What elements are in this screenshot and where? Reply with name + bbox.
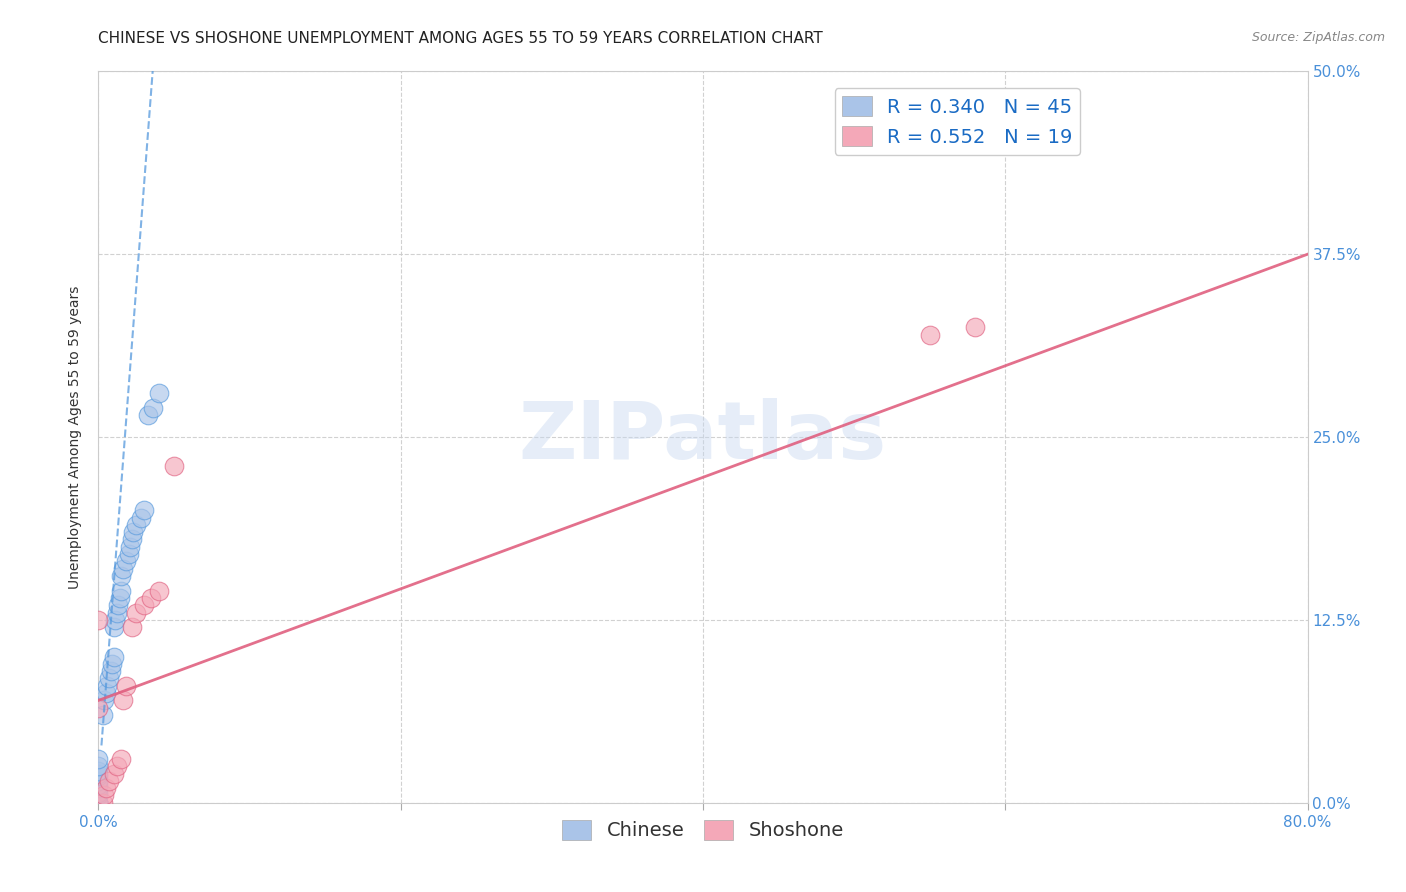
Point (93, 789, 115, 803)
Point (114, 679, 136, 693)
Point (108, 591, 131, 605)
Point (101, 657, 124, 671)
Point (121, 620, 143, 634)
Point (125, 517, 148, 532)
Point (87, 613, 110, 627)
Point (918, 327, 941, 342)
Point (98, 672, 121, 686)
Point (118, 547, 141, 561)
Point (87, 796, 110, 810)
Point (87, 766, 110, 780)
Point (87, 769, 110, 783)
Point (103, 766, 125, 780)
Text: Source: ZipAtlas.com: Source: ZipAtlas.com (1251, 31, 1385, 45)
Point (103, 649, 125, 664)
Point (136, 408, 159, 422)
Point (142, 401, 165, 415)
Point (100, 664, 122, 678)
Point (87, 759, 110, 773)
Point (132, 599, 155, 613)
Point (91, 708, 114, 723)
Point (129, 510, 152, 524)
Point (87, 700, 110, 714)
Point (110, 583, 132, 598)
Point (87, 796, 110, 810)
Point (87, 786, 110, 800)
Text: CHINESE VS SHOSHONE UNEMPLOYMENT AMONG AGES 55 TO 59 YEARS CORRELATION CHART: CHINESE VS SHOSHONE UNEMPLOYMENT AMONG A… (98, 31, 823, 46)
Point (93, 693, 115, 707)
Point (94, 781, 117, 796)
Point (965, 320, 987, 334)
Point (87, 796, 110, 810)
Point (87, 796, 110, 810)
Text: ZIPatlas: ZIPatlas (519, 398, 887, 476)
Point (122, 525, 145, 540)
Point (87, 796, 110, 810)
Point (110, 752, 132, 766)
Point (87, 796, 110, 810)
Point (114, 554, 136, 568)
Point (98, 773, 121, 788)
Point (87, 781, 110, 796)
Point (91, 796, 114, 810)
Point (87, 778, 110, 792)
Point (110, 569, 132, 583)
Point (94, 686, 117, 700)
Point (141, 591, 163, 605)
Point (87, 752, 110, 766)
Point (163, 459, 186, 474)
Point (87, 789, 110, 803)
Legend: Chinese, Shoshone: Chinese, Shoshone (554, 812, 852, 848)
Point (132, 503, 155, 517)
Point (104, 613, 127, 627)
Point (87, 796, 110, 810)
Point (111, 562, 134, 576)
Point (87, 796, 110, 810)
Point (105, 759, 128, 773)
Point (121, 533, 143, 547)
Point (103, 620, 125, 634)
Point (107, 599, 129, 613)
Point (111, 693, 134, 707)
Y-axis label: Unemployment Among Ages 55 to 59 years: Unemployment Among Ages 55 to 59 years (69, 285, 83, 589)
Point (148, 583, 170, 598)
Point (125, 606, 148, 620)
Point (120, 540, 142, 554)
Point (96, 679, 118, 693)
Point (87, 764, 110, 778)
Point (148, 386, 170, 401)
Point (87, 773, 110, 788)
Point (105, 606, 128, 620)
